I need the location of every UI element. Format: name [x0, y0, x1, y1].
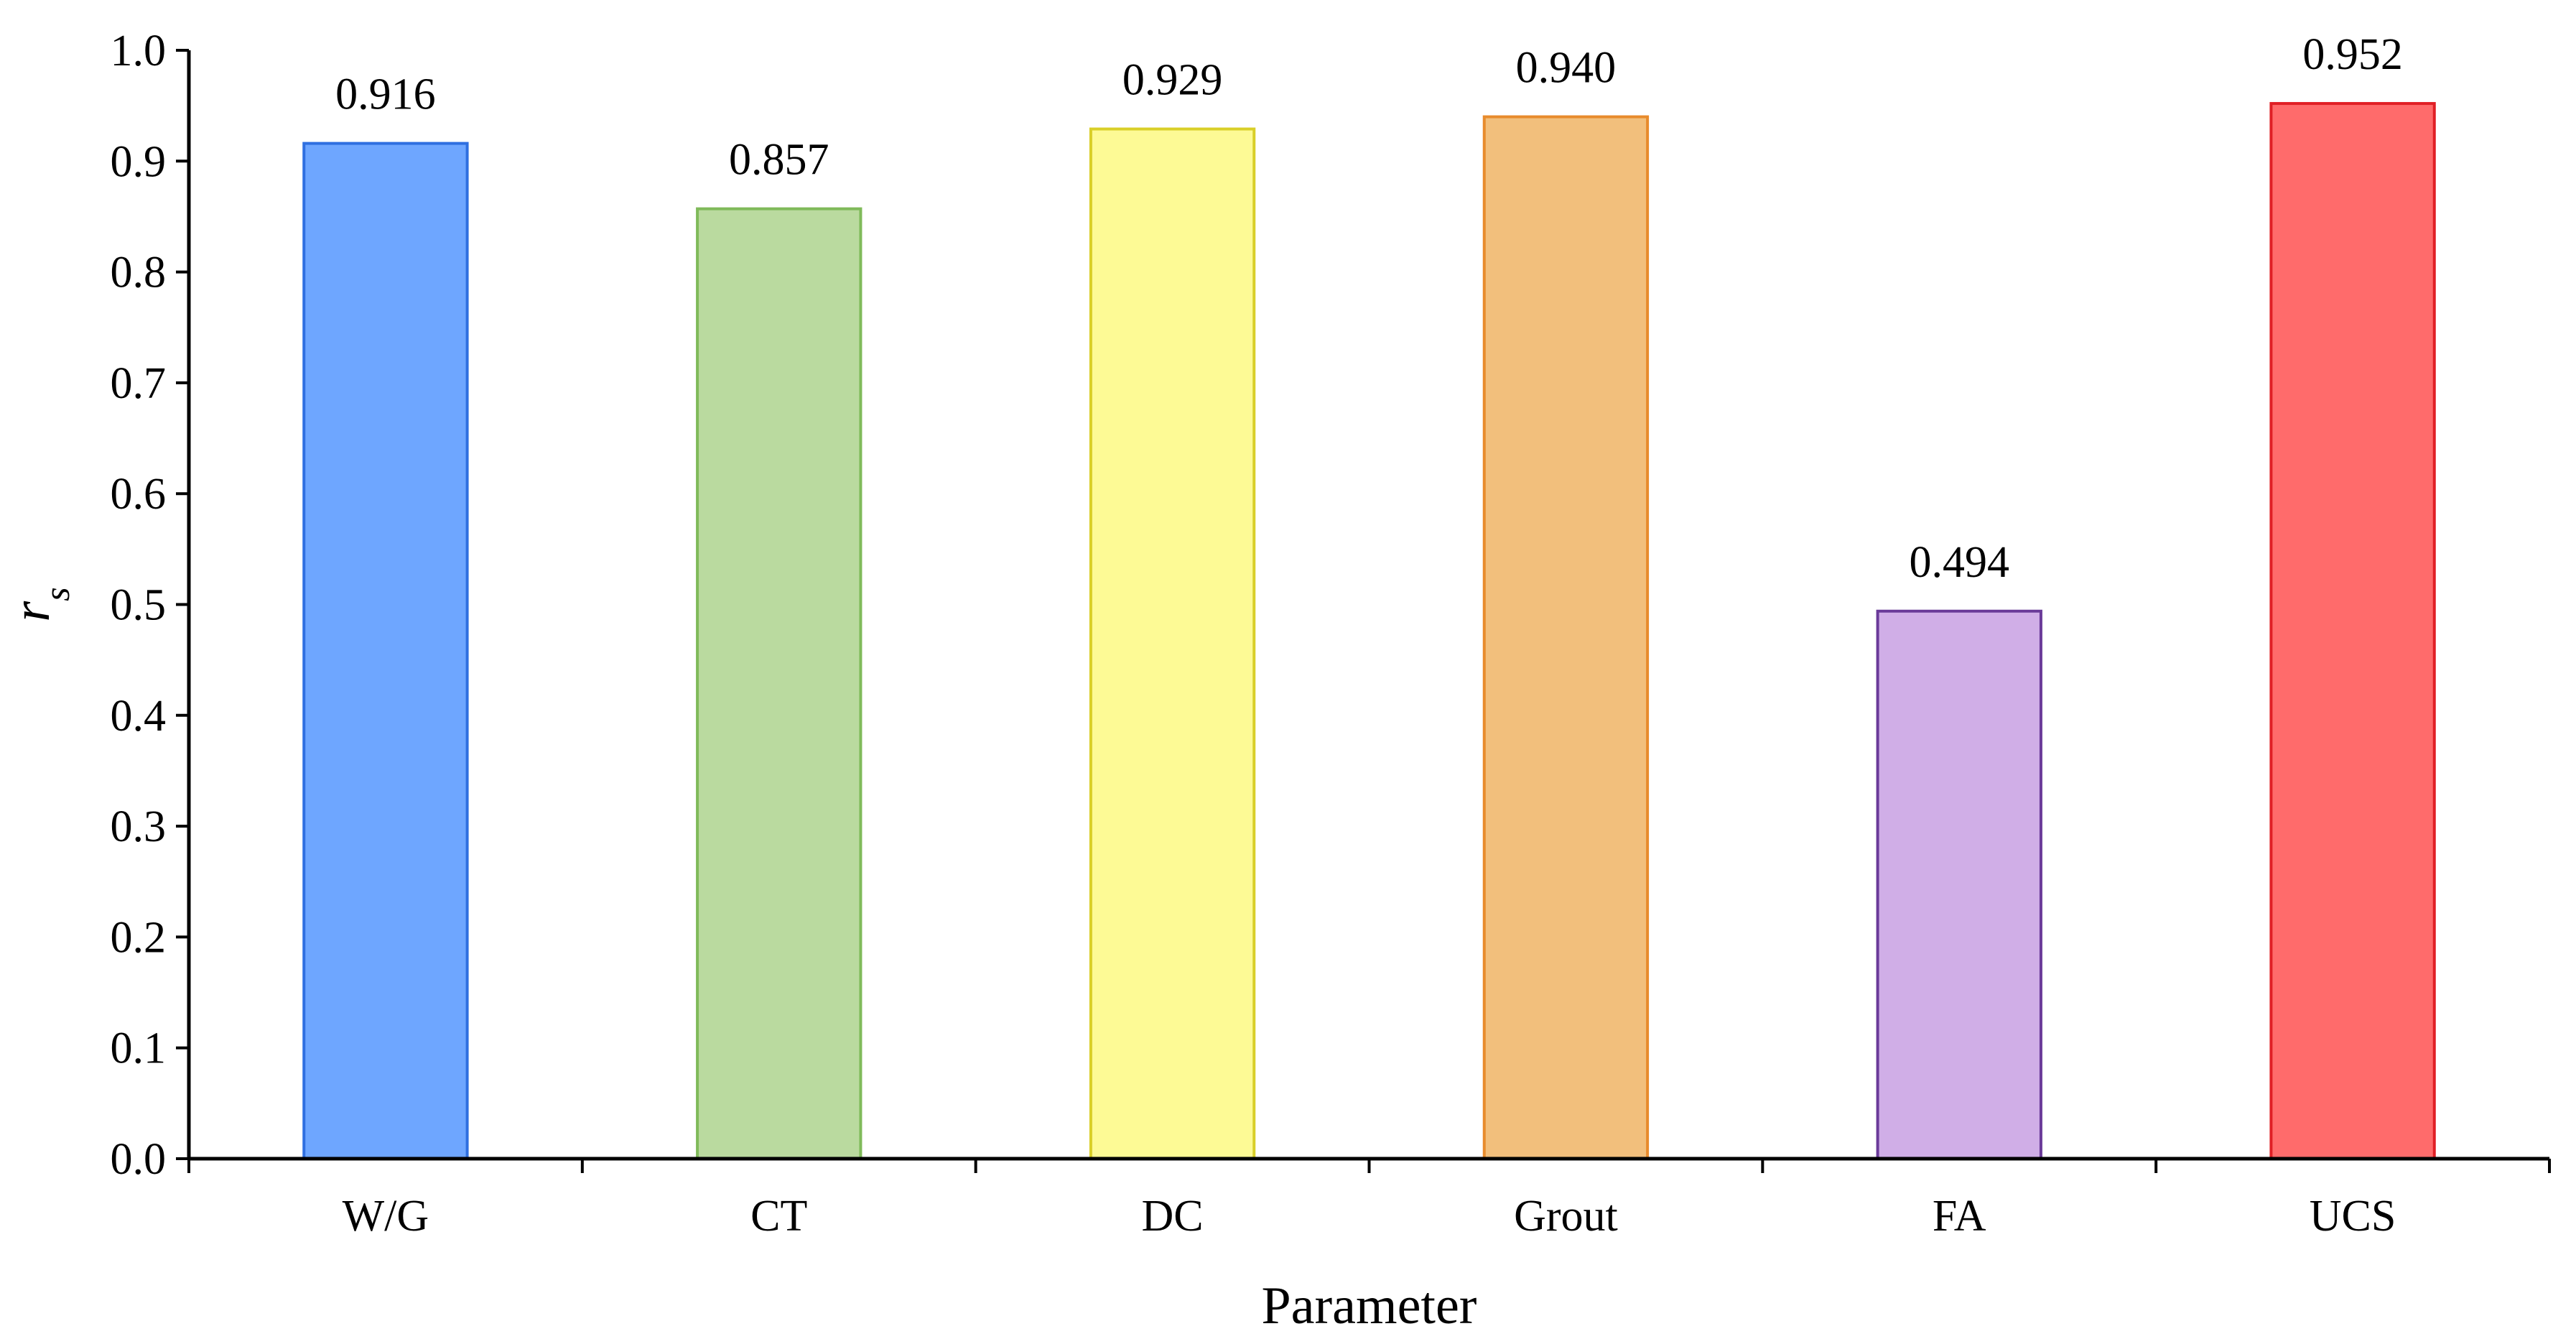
x-ticks: W/G CT DC Grout FA UCS	[187, 1159, 2551, 1241]
y-tick-label: 0.9	[111, 137, 167, 186]
y-tick-label: 0.3	[111, 802, 167, 851]
y-tick-label: 0.5	[111, 581, 167, 630]
data-label: 0.940	[1516, 44, 1617, 93]
data-label: 0.929	[1122, 56, 1223, 105]
y-tick-label: 0.7	[111, 359, 167, 408]
x-tick-label: FA	[1933, 1192, 1986, 1241]
y-axis-title-main: r	[2, 601, 61, 622]
data-label: 0.857	[729, 136, 829, 185]
data-label: 0.494	[1910, 538, 2010, 587]
x-tick-label: W/G	[343, 1192, 429, 1241]
x-axis-title: Parameter	[1262, 1277, 1477, 1335]
x-tick-label: Grout	[1514, 1192, 1618, 1241]
x-tick-label: CT	[750, 1192, 807, 1241]
y-ticks: 0.0 0.1 0.2 0.3 0.4 0.5 0.6 0.7 0.8 0.9 1.0	[111, 27, 189, 1184]
bars-layer	[302, 102, 2436, 1161]
y-tick-label: 0.8	[111, 249, 167, 297]
bar	[1482, 115, 1650, 1161]
y-tick-label: 1.0	[111, 27, 167, 75]
axes-layer	[187, 50, 2549, 1161]
bar	[696, 207, 862, 1160]
y-axis-title-subscript: s	[37, 587, 77, 601]
data-label: 0.916	[335, 70, 436, 119]
y-tick-label: 0.4	[111, 692, 167, 741]
x-tick-label: UCS	[2310, 1192, 2396, 1241]
y-axis-title: rs	[2, 587, 77, 621]
y-tick-label: 0.1	[111, 1024, 167, 1073]
bar	[302, 142, 469, 1160]
bar	[2269, 102, 2436, 1161]
y-tick-label: 0.2	[111, 913, 167, 962]
data-labels: 0.916 0.857 0.929 0.940 0.494 0.952	[335, 30, 2403, 587]
bar	[1089, 127, 1256, 1161]
data-label: 0.952	[2302, 30, 2403, 79]
bar	[1876, 609, 2042, 1160]
x-tick-label: DC	[1142, 1192, 1204, 1241]
y-tick-label: 0.6	[111, 470, 167, 519]
y-tick-label: 0.0	[111, 1135, 167, 1184]
